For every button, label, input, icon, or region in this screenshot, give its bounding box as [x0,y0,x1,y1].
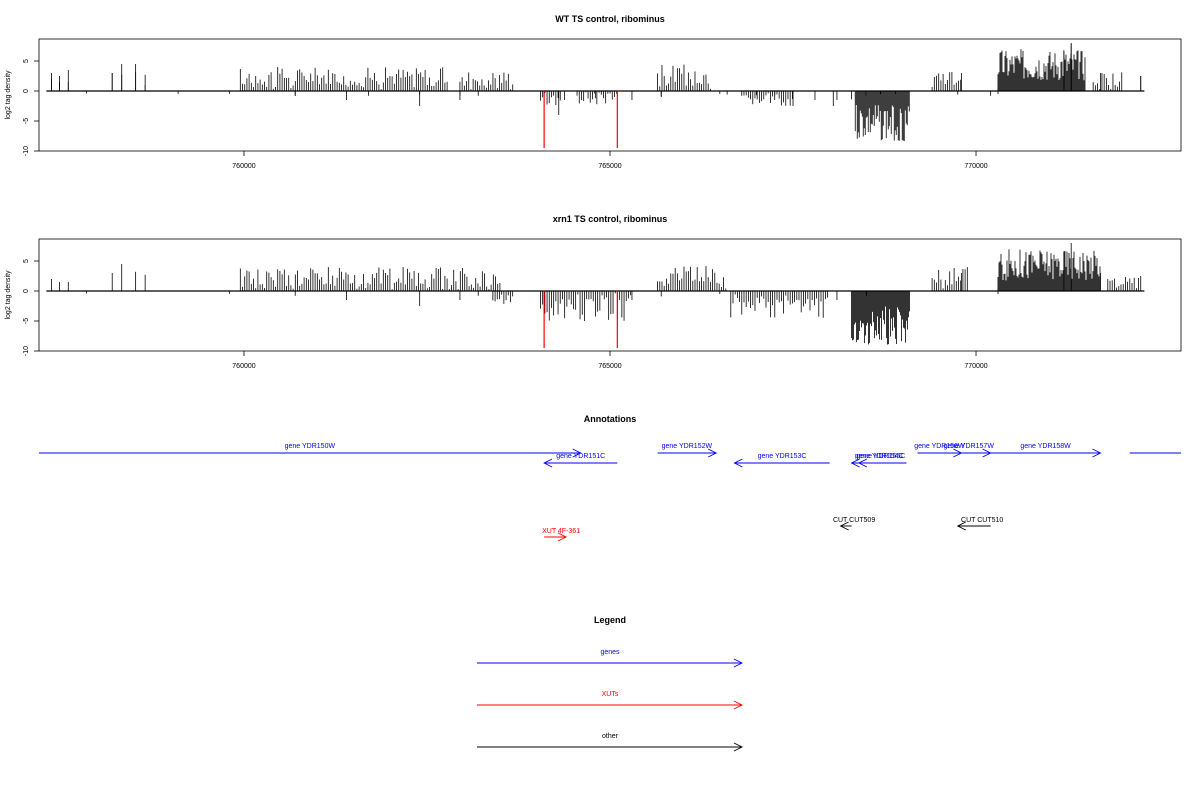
arrow-head [850,458,860,468]
legend-item-XUTs: XUTs [477,691,744,710]
y-tick-label: -5 [23,318,30,324]
gene-arrow [657,448,718,458]
annotation-track: Annotations gene YDR150W gene YDR151C gene … [39,414,1181,542]
y-axis-label: log2 tag density [5,270,12,320]
arrow-head [572,448,582,458]
gene-feature: gene YDR158W [990,443,1102,458]
xut-arrow: XUT 4F-361 [542,528,580,542]
gene-label: gene YDR158W [1020,443,1071,450]
arrow-head [707,448,718,458]
gene-feature: gene YDR153C [733,453,830,468]
gene-label: gene YDR150W [285,443,336,450]
x-tick-label: 760000 [232,363,255,370]
annotations-title: Annotations [584,414,637,424]
arrow-head [733,458,743,468]
gene-feature: gene YDR157W [943,443,994,458]
gene-label: gene YDR156W [914,443,965,450]
gene-arrow [39,448,582,458]
plot-frame [38,38,1182,152]
gene-arrow [857,458,903,468]
panel-title: xrn1 TS control, ribominus [553,214,668,224]
y-tick-label: 0 [23,89,30,93]
legend-title: Legend [594,615,626,625]
gene-arrow [946,448,992,458]
gene-label: gene YDR151C [556,453,605,460]
legend-label: genes [600,649,620,656]
arrow-head [733,658,744,668]
arrow-head [1092,448,1102,458]
y-axis-label: log2 tag density [5,70,12,120]
y-tick-label: -10 [23,346,30,356]
gene-label: gene YDR154C [855,453,904,460]
arrow-head [733,700,744,710]
x-tick-label: 765000 [598,363,621,370]
y-tick-label: 5 [23,59,30,63]
y-tick-label: -5 [23,118,30,124]
arrow-head [557,532,568,542]
legend-label: other [602,733,619,740]
legend-item-genes: genes [477,649,744,668]
x-tick-label: 760000 [232,163,255,170]
gene-label: gene YDR155C [856,453,905,460]
x-tick-label: 770000 [964,163,987,170]
arrow-head [839,521,849,531]
gene-feature: gene YDR152W [657,443,718,458]
legend-label: XUTs [602,691,619,698]
cut-label: CUT CUT510 [961,517,1003,524]
x-tick-label: 765000 [598,163,621,170]
gene-arrow [733,458,830,468]
arrow-head [956,521,966,531]
gene-label: gene YDR157W [943,443,994,450]
arrow-head [857,458,868,468]
gene-arrow [990,448,1102,458]
track-panel-2: xrn1 TS control, ribominus log2 tag densi… [5,214,1182,370]
gene-feature: gene YDR151C [543,453,618,468]
y-tick-label: 5 [23,259,30,263]
plot-frame [38,238,1182,352]
cut-arrow: CUT CUT510 [956,517,1003,531]
gene-label: gene YDR153C [758,453,807,460]
gene-feature: gene YDR155C [856,453,905,468]
track-panel-1: WT TS control, ribominus log2 tag density… [5,14,1182,170]
panel-title: WT TS control, ribominus [555,14,665,24]
y-tick-label: 0 [23,289,30,293]
gene-label: gene YDR152W [662,443,713,450]
arrow-head [733,742,744,752]
cut-arrow: CUT CUT509 [833,517,875,531]
cut-label: CUT CUT509 [833,517,875,524]
gene-feature: gene YDR150W [39,443,582,458]
xut-label: XUT 4F-361 [542,528,580,535]
y-tick-label: -10 [23,146,30,156]
legend: Legend genes XUTs other [477,615,744,752]
legend-item-other: other [477,733,744,752]
gene-arrow [543,458,618,468]
arrow-head [543,458,553,468]
x-tick-label: 770000 [964,363,987,370]
